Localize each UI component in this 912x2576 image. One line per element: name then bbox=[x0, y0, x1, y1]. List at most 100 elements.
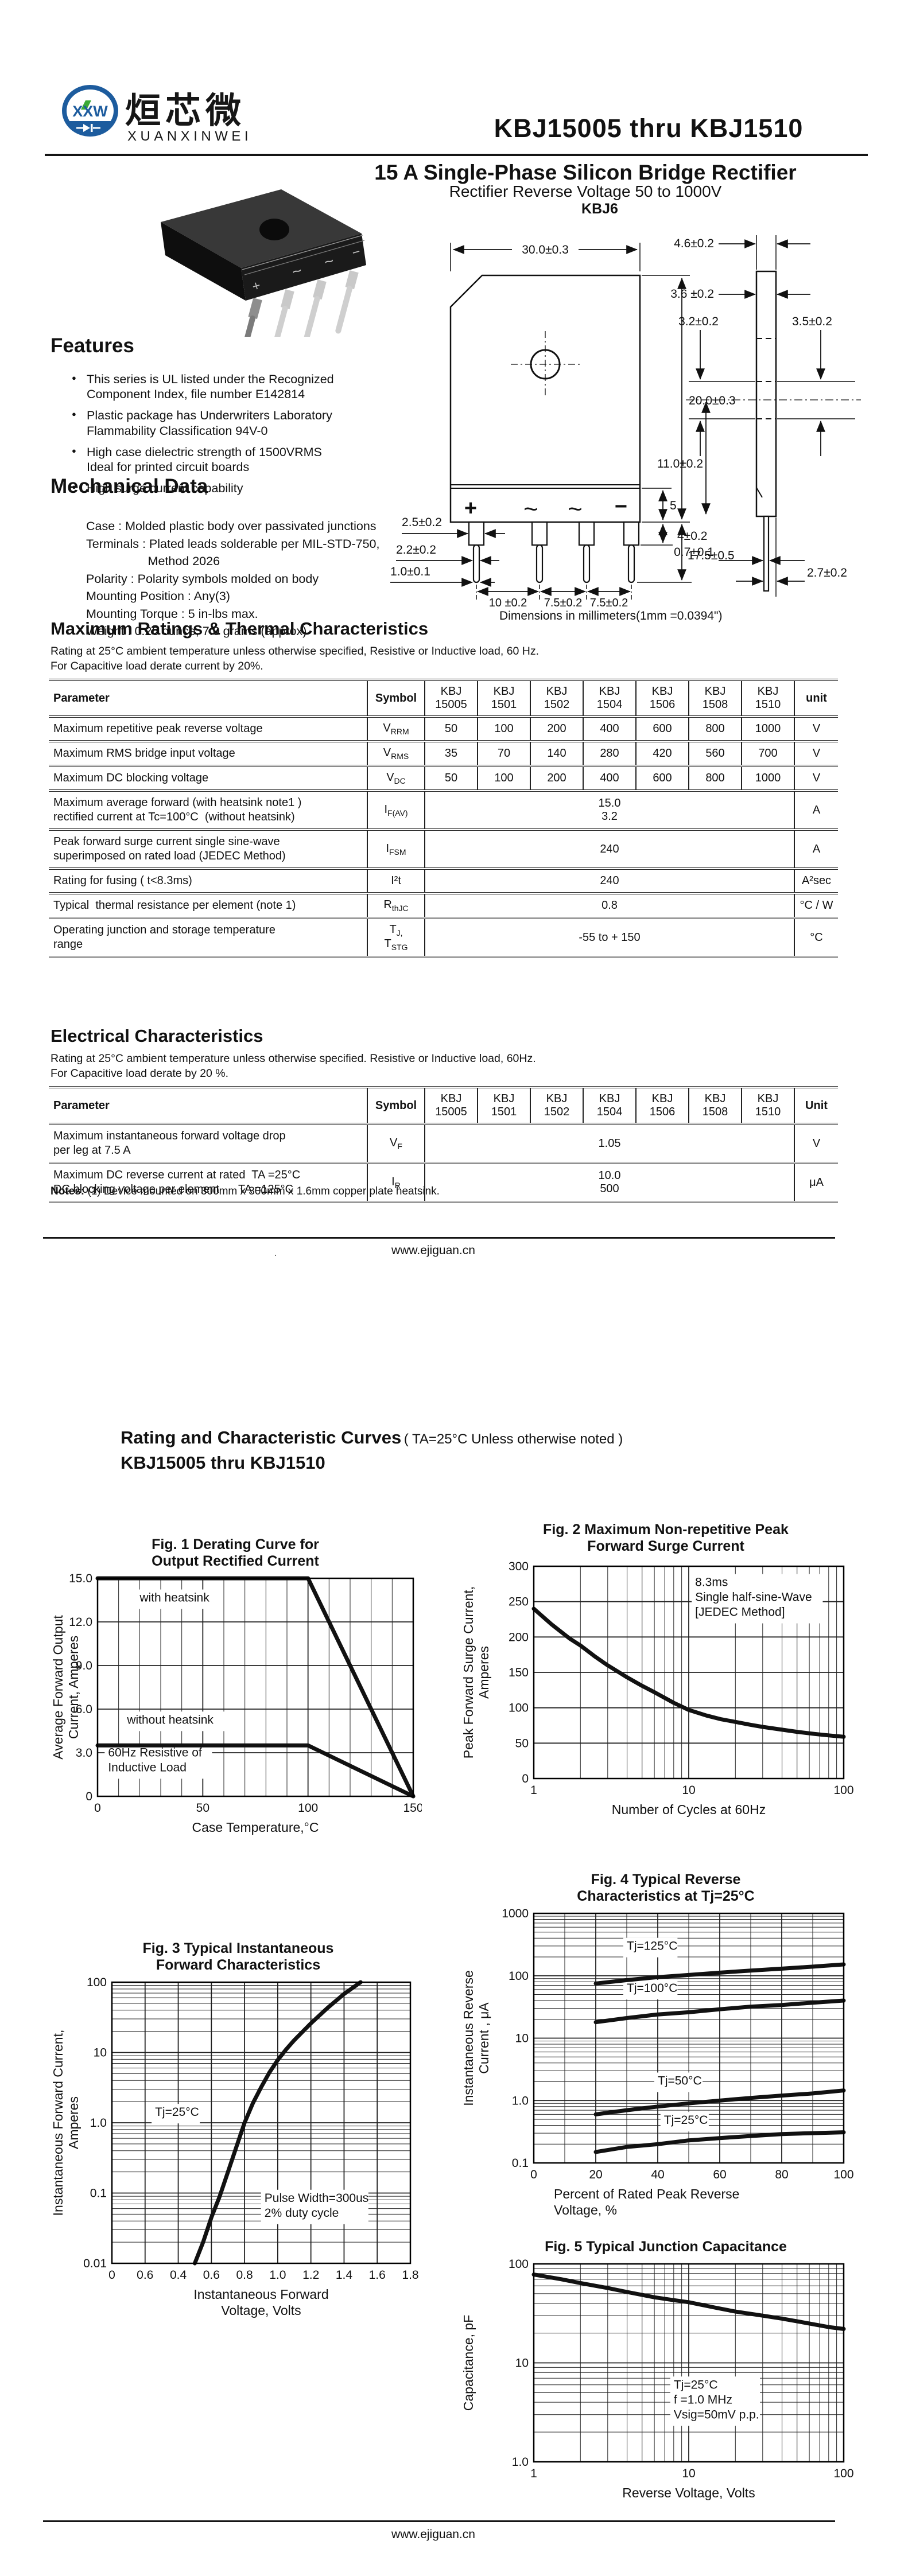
dim-label: 10 ±0.2 bbox=[489, 597, 527, 609]
svg-text:Tj=25°C: Tj=25°C bbox=[664, 2114, 708, 2127]
table-row: Maximum DC reverse current at rated TA =… bbox=[49, 1163, 838, 1202]
front-view bbox=[449, 274, 641, 583]
dim-label: 4.6±0.2 bbox=[674, 237, 714, 250]
curves-subtitle: KBJ15005 thru KBJ1510 bbox=[121, 1453, 325, 1473]
header-rule bbox=[45, 154, 868, 156]
dim-label: 7.5±0.2 bbox=[544, 597, 583, 609]
svg-text:Capacitance, pF: Capacitance, pF bbox=[461, 2315, 476, 2411]
mechanical-line: Weight : 0.26 ounce, 7.0 grams (approx) bbox=[86, 624, 307, 639]
notes-text: (1) Device mounted on 300mm x 300mm x 1.… bbox=[84, 1185, 440, 1197]
svg-text:Vsig=50mV p.p.: Vsig=50mV p.p. bbox=[674, 2408, 759, 2421]
ratings-sub1: Rating at 25°C ambient temperature unles… bbox=[51, 645, 540, 657]
svg-text:200: 200 bbox=[509, 1631, 529, 1644]
svg-text:Inductive Load: Inductive Load bbox=[108, 1761, 187, 1774]
fig1-title-line2: Output Rectified Current bbox=[152, 1552, 319, 1569]
svg-text:10: 10 bbox=[682, 2467, 695, 2480]
svg-text:8.3ms: 8.3ms bbox=[695, 1575, 728, 1589]
svg-text:Average Forward Output: Average Forward Output bbox=[51, 1614, 65, 1759]
svg-text:15.0: 15.0 bbox=[69, 1572, 92, 1585]
dim-label: 30.0±0.3 bbox=[522, 243, 569, 256]
svg-text:Pulse Width=300us: Pulse Width=300us bbox=[265, 2191, 369, 2204]
svg-text:Voltage, Volts: Voltage, Volts bbox=[221, 2303, 301, 2318]
features-heading: Features bbox=[51, 334, 134, 357]
svg-text:100: 100 bbox=[298, 1801, 318, 1815]
ratings-heading: Maximum Ratings & Thermal Characteristic… bbox=[51, 618, 429, 639]
dim-label: 5 bbox=[670, 499, 677, 512]
mechanical-line: Mounting Position : Any(3) bbox=[86, 589, 230, 604]
dim-label: 17.5±0.5 bbox=[688, 549, 735, 562]
table-row: Maximum instantaneous forward voltage dr… bbox=[49, 1124, 838, 1163]
table-row: Typical thermal resistance per element (… bbox=[49, 893, 838, 918]
svg-text:0: 0 bbox=[530, 2168, 537, 2181]
table-row: Rating for fusing ( t<8.3ms) I²t 240 A²sec bbox=[49, 869, 838, 893]
table-row: Operating junction and storage temperatu… bbox=[49, 918, 838, 957]
curves-heading: Rating and Characteristic Curves ( TA=25… bbox=[121, 1427, 623, 1448]
svg-text:250: 250 bbox=[509, 1595, 529, 1608]
diode-icon bbox=[83, 124, 90, 132]
svg-text:1.0: 1.0 bbox=[269, 2268, 286, 2282]
table-row: Maximum average forward (with heatsink n… bbox=[49, 791, 838, 830]
svg-text:60Hz Resistive of: 60Hz Resistive of bbox=[108, 1746, 202, 1759]
logo-monogram: XXW bbox=[72, 103, 108, 120]
svg-text:0.1: 0.1 bbox=[90, 2186, 107, 2200]
svg-text:Tj=50°C: Tj=50°C bbox=[658, 2074, 702, 2087]
svg-text:1.0: 1.0 bbox=[90, 2116, 107, 2130]
svg-text:1: 1 bbox=[530, 1784, 537, 1797]
svg-text:Peak Forward Surge Current,: Peak Forward Surge Current, bbox=[461, 1586, 476, 1758]
svg-text:100: 100 bbox=[833, 2168, 853, 2181]
svg-text:100: 100 bbox=[509, 1969, 529, 1982]
figure-4: Fig. 4 Typical Reverse Characteristics a… bbox=[459, 1871, 872, 2238]
svg-text:without heatsink: without heatsink bbox=[126, 1713, 214, 1726]
fig5-chart: Tj=25°C f =1.0 MHz Vsig=50mV p.p. 1 10 100 1.0… bbox=[461, 2258, 854, 2500]
footer-rule-1 bbox=[43, 1237, 835, 1239]
figure-2: Fig. 2 Maximum Non-repetitive Peak Forwa… bbox=[459, 1522, 872, 1824]
svg-text:0: 0 bbox=[522, 1772, 529, 1785]
svg-text:0.01: 0.01 bbox=[83, 2257, 107, 2270]
svg-text:0.6: 0.6 bbox=[137, 2268, 153, 2282]
dimensions-note: Dimensions in millimeters(1mm =0.0394") bbox=[499, 609, 723, 622]
side-view-dimensions bbox=[686, 235, 861, 597]
svg-text:Percent of Rated Peak Reverse: Percent of Rated Peak Reverse bbox=[554, 2186, 739, 2201]
doc-subtitle2: Rectifier Reverse Voltage 50 to 1000V bbox=[449, 182, 722, 200]
svg-text:6.0: 6.0 bbox=[76, 1703, 92, 1716]
svg-text:1.0: 1.0 bbox=[512, 2456, 529, 2469]
svg-text:Number of Cycles at 60Hz: Number of Cycles at 60Hz bbox=[612, 1802, 766, 1817]
svg-text:Current , μA: Current , μA bbox=[476, 2002, 491, 2073]
dim-label: 2.2±0.2 bbox=[396, 543, 436, 557]
logo-green-accent bbox=[81, 100, 91, 110]
fig4-title-line2: Characteristics at Tj=25°C bbox=[577, 1888, 755, 1904]
electrical-sub2: For Capacitive load derate by 20 %. bbox=[51, 1067, 229, 1080]
footer-url-1: www.ejiguan.cn bbox=[391, 1244, 475, 1257]
company-name-en: XUANXINWEI bbox=[127, 129, 253, 144]
svg-text:150: 150 bbox=[403, 1801, 422, 1815]
svg-text:50: 50 bbox=[515, 1737, 529, 1750]
svg-text:Instantaneous Forward: Instantaneous Forward bbox=[193, 2287, 328, 2302]
mechanical-heading: Mechanical Data bbox=[51, 475, 208, 497]
dim-label: 4±0.2 bbox=[677, 530, 707, 543]
package-outline-drawing: + ~ ~ − bbox=[367, 221, 912, 625]
svg-text:10: 10 bbox=[682, 1784, 695, 1797]
svg-text:Amperes: Amperes bbox=[66, 2096, 81, 2149]
ratings-sub2: For Capacitive load derate current by 20… bbox=[51, 660, 263, 672]
svg-text:0.6: 0.6 bbox=[203, 2268, 220, 2282]
company-name-cn: 烜芯微 bbox=[125, 91, 246, 131]
svg-text:100: 100 bbox=[509, 2258, 529, 2271]
lead-4 bbox=[335, 270, 359, 334]
svg-text:Current, Amperes: Current, Amperes bbox=[66, 1635, 81, 1738]
product-photo: + ~ ~ − bbox=[75, 179, 379, 373]
svg-text:50: 50 bbox=[196, 1801, 209, 1815]
svg-text:Amperes: Amperes bbox=[476, 1645, 491, 1698]
table-row: Maximum RMS bridge input voltage VRMS 35 70… bbox=[49, 741, 838, 766]
svg-text:Reverse Voltage, Volts: Reverse Voltage, Volts bbox=[622, 2485, 755, 2500]
dim-label: 11.0±0.2 bbox=[657, 457, 703, 470]
dim-label: 2.7±0.2 bbox=[807, 566, 847, 579]
fig2-title-line2: Forward Surge Current bbox=[587, 1538, 744, 1554]
feature-item: Plastic package has Underwriters Laborat… bbox=[72, 408, 393, 438]
dim-label: 0.7±0.1 bbox=[674, 546, 714, 559]
svg-text:0: 0 bbox=[86, 1790, 92, 1803]
svg-text:40: 40 bbox=[651, 2168, 664, 2181]
figure-3: Fig. 3 Typical Instantaneous Forward Cha… bbox=[49, 1940, 428, 2324]
figure-1: Fig. 1 Derating Curve for Output Rectifi… bbox=[49, 1536, 424, 1842]
max-ratings-table: Parameter Symbol KBJ 15005 KBJ 1501 KBJ 1502 KBJ… bbox=[49, 679, 838, 958]
mechanical-line: Mounting Torque : 5 in-lbs max. bbox=[86, 606, 258, 621]
